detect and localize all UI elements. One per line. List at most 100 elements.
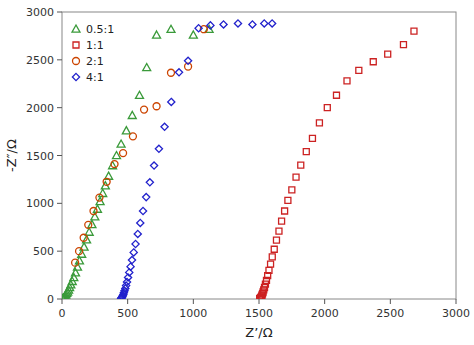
point — [139, 207, 146, 214]
point — [249, 21, 256, 28]
legend: 0.5:1 1:1 2:1 4:1 — [72, 23, 114, 84]
x-tick — [324, 299, 325, 304]
y-tick-label: 1000 — [26, 197, 54, 210]
point — [293, 174, 299, 180]
point — [120, 150, 127, 157]
y-axis: 050010001500200025003000 — [26, 6, 62, 306]
point — [309, 135, 315, 141]
x-tick — [390, 299, 391, 304]
point — [70, 273, 78, 280]
point — [135, 91, 143, 98]
x-tick-label: 1500 — [245, 307, 273, 320]
point — [184, 57, 191, 64]
point — [143, 63, 151, 70]
x-tick-label: 500 — [117, 307, 138, 320]
legend-marker — [73, 42, 79, 48]
point — [316, 120, 322, 126]
point — [168, 98, 175, 105]
point — [103, 178, 110, 185]
point — [411, 28, 417, 34]
legend-marker — [72, 73, 79, 80]
y-tick — [57, 203, 62, 204]
point — [279, 218, 285, 224]
x-tick — [62, 299, 63, 304]
y-tick-label: 2500 — [26, 54, 54, 67]
x-tick — [259, 299, 260, 304]
point — [96, 194, 103, 201]
point — [303, 149, 309, 155]
point — [143, 194, 150, 201]
point — [153, 103, 160, 110]
legend-label: 1:1 — [86, 39, 104, 52]
y-tick — [57, 155, 62, 156]
point — [285, 197, 291, 203]
y-tick — [57, 12, 62, 13]
point — [269, 254, 275, 260]
point — [146, 179, 153, 186]
point — [111, 161, 118, 168]
point — [234, 20, 241, 27]
point — [128, 256, 135, 263]
plot-frame — [62, 12, 456, 299]
point — [90, 207, 97, 214]
series — [72, 26, 208, 266]
point — [85, 221, 92, 228]
point — [134, 230, 141, 237]
x-axis-label: Z’/Ω — [245, 325, 272, 340]
y-tick — [57, 299, 62, 300]
point — [137, 219, 144, 226]
y-axis-label: -Z″/Ω — [4, 139, 19, 172]
point — [72, 259, 79, 266]
point — [266, 267, 272, 273]
y-tick-label: 3000 — [26, 6, 54, 19]
legend-label: 0.5:1 — [86, 23, 114, 36]
series — [118, 20, 276, 299]
x-tick-label: 3000 — [442, 307, 470, 320]
point — [268, 261, 274, 267]
y-tick-label: 1500 — [26, 150, 54, 163]
point — [344, 78, 350, 84]
legend-marker — [72, 25, 80, 32]
legend-label: 4:1 — [86, 71, 104, 84]
point — [282, 208, 288, 214]
point — [122, 127, 130, 134]
point — [220, 21, 227, 28]
point — [128, 111, 136, 118]
point — [167, 25, 175, 32]
x-tick — [127, 299, 128, 304]
point — [161, 123, 168, 130]
series — [62, 25, 213, 299]
y-tick-label: 500 — [33, 245, 54, 258]
x-tick-label: 1000 — [179, 307, 207, 320]
y-tick — [57, 59, 62, 60]
x-tick — [456, 299, 457, 304]
x-tick-label: 0 — [59, 307, 66, 320]
point — [155, 145, 162, 152]
point — [370, 59, 376, 65]
point — [127, 263, 134, 270]
point — [80, 234, 87, 241]
legend-marker — [73, 58, 80, 65]
point — [333, 92, 339, 98]
point — [189, 31, 197, 38]
point — [385, 51, 391, 57]
point — [117, 140, 125, 147]
point — [141, 106, 148, 113]
legend-label: 2:1 — [86, 55, 104, 68]
series — [257, 28, 417, 299]
point — [168, 69, 175, 76]
point — [175, 69, 182, 76]
point — [400, 42, 406, 48]
point — [129, 133, 136, 140]
point — [276, 228, 282, 234]
point — [207, 22, 214, 29]
point — [298, 162, 304, 168]
y-tick-label: 2000 — [26, 102, 54, 115]
x-tick — [193, 299, 194, 304]
point — [76, 248, 83, 255]
x-tick-label: 2000 — [311, 307, 339, 320]
point — [132, 240, 139, 247]
point — [150, 162, 157, 169]
point — [130, 249, 137, 256]
point — [324, 105, 330, 111]
